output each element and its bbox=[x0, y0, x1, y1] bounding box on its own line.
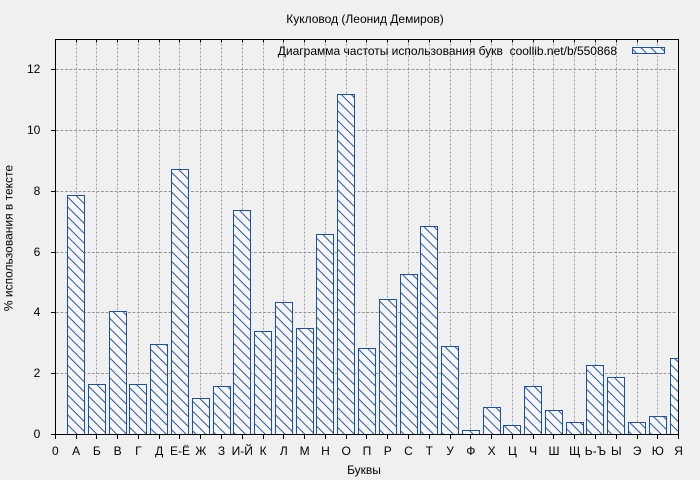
svg-text:4: 4 bbox=[34, 305, 41, 319]
svg-text:Я: Я bbox=[674, 444, 683, 458]
svg-text:Ж: Ж bbox=[195, 444, 206, 458]
svg-text:Л: Л bbox=[280, 444, 288, 458]
svg-text:2: 2 bbox=[34, 366, 41, 380]
svg-text:12: 12 bbox=[27, 62, 41, 76]
svg-text:Ц: Ц bbox=[508, 444, 517, 458]
svg-text:Д: Д bbox=[155, 444, 163, 458]
svg-text:З: З bbox=[218, 444, 225, 458]
svg-text:Г: Г bbox=[135, 444, 142, 458]
svg-text:8: 8 bbox=[34, 184, 41, 198]
svg-text:У: У bbox=[446, 444, 454, 458]
svg-text:10: 10 bbox=[27, 123, 41, 137]
svg-text:Ф: Ф bbox=[466, 444, 475, 458]
svg-text:Ь-Ъ: Ь-Ъ bbox=[585, 444, 606, 458]
svg-text:Б: Б bbox=[93, 444, 101, 458]
svg-text:Ю: Ю bbox=[652, 444, 664, 458]
svg-text:Диаграмма частоты использовани: Диаграмма частоты использования букв coo… bbox=[278, 44, 618, 58]
svg-text:А: А bbox=[72, 444, 80, 458]
svg-text:Х: Х bbox=[488, 444, 496, 458]
svg-text:Кукловод (Леонид Демиров): Кукловод (Леонид Демиров) bbox=[286, 12, 444, 26]
svg-text:Буквы: Буквы bbox=[347, 463, 381, 477]
svg-text:Т: Т bbox=[426, 444, 434, 458]
svg-text:0: 0 bbox=[52, 444, 59, 458]
svg-text:% использования в тексте: % использования в тексте bbox=[1, 165, 15, 311]
svg-text:П: П bbox=[363, 444, 372, 458]
svg-text:Э: Э bbox=[633, 444, 642, 458]
svg-text:С: С bbox=[404, 444, 413, 458]
svg-text:И-Й: И-Й bbox=[232, 443, 253, 458]
svg-text:0: 0 bbox=[34, 427, 41, 441]
svg-text:В: В bbox=[114, 444, 122, 458]
svg-text:Ы: Ы bbox=[611, 444, 622, 458]
svg-text:Р: Р bbox=[384, 444, 392, 458]
svg-text:Ш: Ш bbox=[548, 444, 559, 458]
svg-text:Н: Н bbox=[321, 444, 330, 458]
svg-text:О: О bbox=[341, 444, 350, 458]
svg-text:К: К bbox=[260, 444, 267, 458]
svg-text:Ч: Ч bbox=[529, 444, 537, 458]
svg-text:Щ: Щ bbox=[569, 444, 580, 458]
svg-text:Е-Ё: Е-Ё bbox=[170, 444, 190, 458]
svg-text:6: 6 bbox=[34, 245, 41, 259]
svg-text:М: М bbox=[300, 444, 310, 458]
